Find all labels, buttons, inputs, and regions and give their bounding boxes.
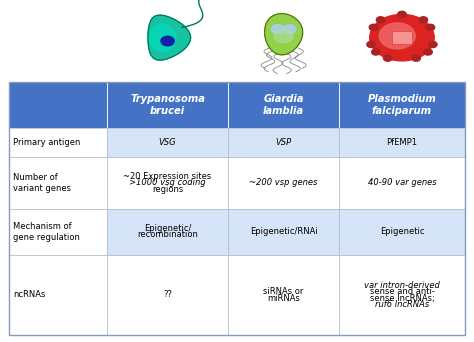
Text: PfEMP1: PfEMP1	[386, 138, 418, 147]
Text: ~200 vsp genes: ~200 vsp genes	[249, 179, 318, 187]
Text: VSP: VSP	[275, 138, 292, 147]
Bar	[9, 255, 107, 335]
Text: sense and anti-: sense and anti-	[370, 287, 434, 297]
Bar	[339, 209, 465, 255]
Bar	[9, 82, 465, 335]
Text: 40-90 var genes: 40-90 var genes	[368, 179, 436, 187]
Bar	[339, 157, 465, 209]
Bar	[228, 157, 339, 209]
Bar	[107, 128, 228, 157]
Circle shape	[383, 55, 392, 61]
Circle shape	[426, 24, 435, 30]
Bar	[339, 255, 465, 335]
Text: miRNAs: miRNAs	[267, 293, 300, 303]
Circle shape	[367, 41, 375, 48]
Polygon shape	[264, 14, 303, 55]
Circle shape	[398, 11, 406, 17]
Bar	[9, 157, 107, 209]
Text: Mechanism of
gene regulation: Mechanism of gene regulation	[13, 222, 80, 242]
Text: var intron-derived: var intron-derived	[364, 281, 440, 290]
Polygon shape	[150, 24, 176, 51]
Text: ~20 Expression sites: ~20 Expression sites	[124, 172, 212, 181]
Circle shape	[376, 17, 385, 23]
Text: Primary antigen: Primary antigen	[13, 138, 81, 147]
Bar	[107, 157, 228, 209]
Bar	[339, 128, 465, 157]
Text: Epigenetic/RNAi: Epigenetic/RNAi	[250, 227, 318, 236]
Bar	[107, 82, 228, 128]
Circle shape	[412, 55, 420, 61]
Text: ncRNAs: ncRNAs	[13, 290, 46, 300]
Circle shape	[419, 17, 428, 23]
Circle shape	[161, 36, 174, 46]
Text: sense lncRNAs;: sense lncRNAs;	[370, 293, 434, 303]
Bar	[392, 31, 412, 44]
Text: Giardia
lamblia: Giardia lamblia	[263, 94, 304, 116]
Bar	[228, 255, 339, 335]
Bar	[107, 209, 228, 255]
Text: regions: regions	[152, 185, 183, 194]
Text: ruf6 lncRNAs: ruf6 lncRNAs	[375, 300, 429, 309]
Bar	[228, 128, 339, 157]
Text: Epigenetic: Epigenetic	[380, 227, 424, 236]
Circle shape	[428, 41, 437, 48]
Text: Number of
variant genes: Number of variant genes	[13, 173, 71, 193]
Bar	[9, 209, 107, 255]
Circle shape	[271, 25, 283, 34]
Text: Epigenetic/: Epigenetic/	[144, 224, 191, 233]
Circle shape	[370, 14, 434, 61]
Bar	[9, 82, 107, 128]
Text: Plasmodium
falciparum: Plasmodium falciparum	[367, 94, 437, 116]
Bar	[228, 82, 339, 128]
Text: VSG: VSG	[159, 138, 176, 147]
Text: ??: ??	[163, 290, 172, 300]
Circle shape	[274, 29, 293, 43]
Text: recombination: recombination	[137, 230, 198, 239]
Circle shape	[283, 25, 296, 34]
Circle shape	[424, 49, 432, 55]
Polygon shape	[148, 15, 191, 60]
Bar	[9, 128, 107, 157]
Bar	[228, 209, 339, 255]
Text: >1000 vsg coding: >1000 vsg coding	[129, 179, 206, 187]
Text: siRNAs or: siRNAs or	[264, 287, 304, 297]
Circle shape	[369, 24, 378, 30]
Text: Trypanosoma
brucei: Trypanosoma brucei	[130, 94, 205, 116]
Bar	[9, 0, 465, 82]
Circle shape	[379, 23, 415, 49]
Circle shape	[372, 49, 380, 55]
Bar	[107, 255, 228, 335]
Bar	[339, 82, 465, 128]
